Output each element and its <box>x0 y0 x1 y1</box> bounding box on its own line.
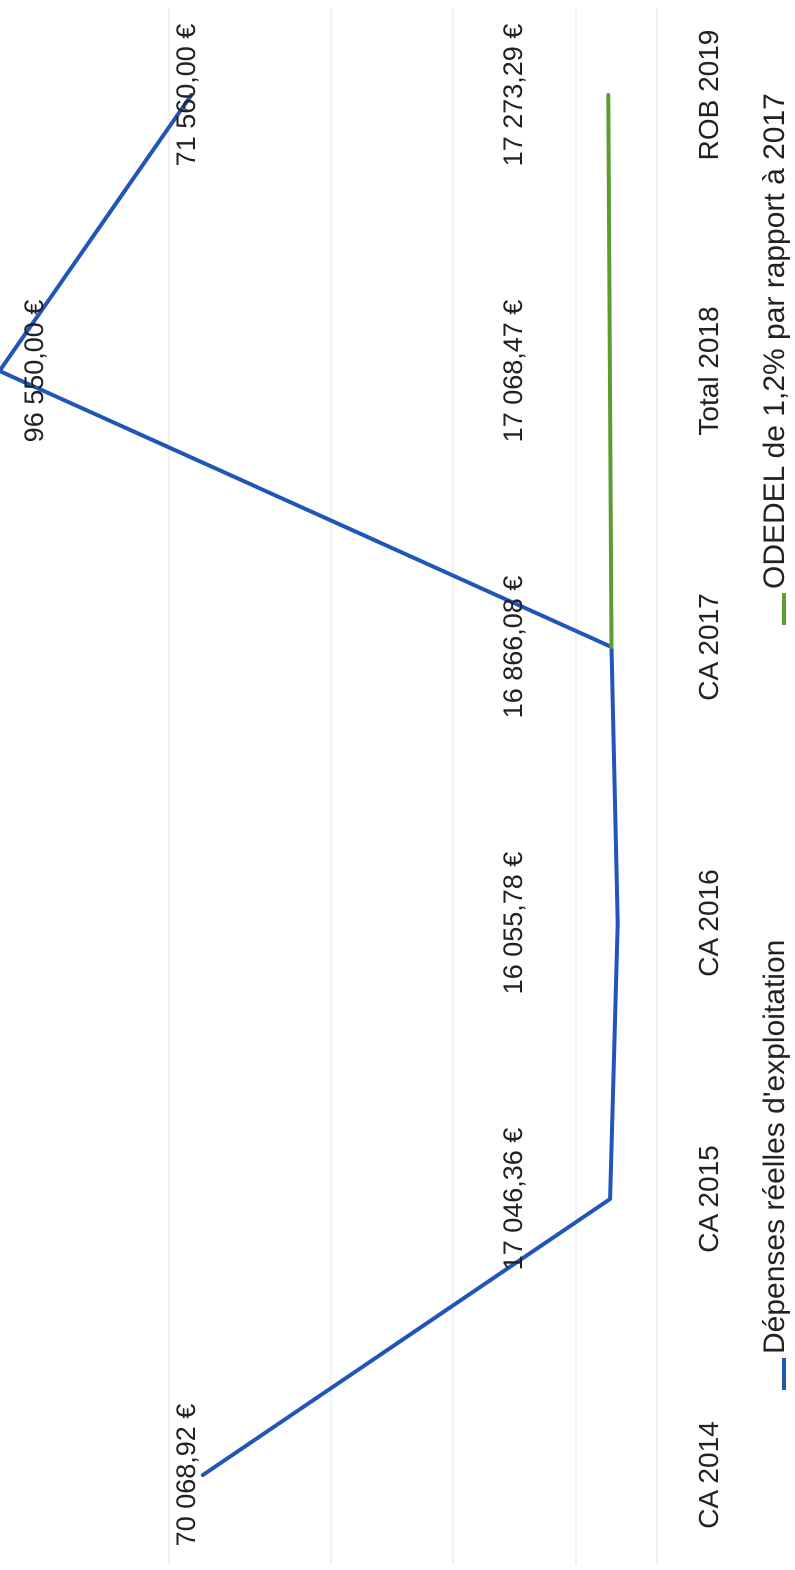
legend-label: Dépenses réelles d'exploitation <box>758 940 791 1354</box>
category-label: CA 2016 <box>693 869 724 976</box>
category-labels: CA 2014 CA 2015 CA 2016 CA 2017 Total 2018 RO… <box>693 30 724 1529</box>
series-line-1 <box>0 93 620 1477</box>
legend: Dépenses réelles d'exploitation ODEDEL de… <box>758 93 791 1390</box>
data-label: 16 055,78 € <box>498 852 528 995</box>
category-label: CA 2015 <box>693 1145 724 1252</box>
data-label: 17 273,29 € <box>498 24 528 167</box>
category-label: ROB 2019 <box>693 30 724 161</box>
legend-entry: Dépenses réelles d'exploitation <box>758 940 791 1390</box>
data-label: 96 550,00 € <box>19 300 49 443</box>
data-label: 17 046,36 € <box>498 1128 528 1271</box>
series-lines <box>0 93 620 1477</box>
category-label: Total 2018 <box>693 306 724 435</box>
gridlines <box>168 8 658 1565</box>
category-label: CA 2014 <box>693 1421 724 1528</box>
data-label: 16 866,08 € <box>498 576 528 719</box>
data-label: 71 560,00 € <box>171 24 201 167</box>
legend-entry: ODEDEL de 1,2% par rapport à 2017 <box>758 93 791 625</box>
data-label: 17 068,47 € <box>498 300 528 443</box>
category-label: CA 2017 <box>693 593 724 700</box>
data-labels: 70 068,92 € 17 046,36 € 16 055,78 € 16 866,… <box>19 24 528 1547</box>
legend-label: ODEDEL de 1,2% par rapport à 2017 <box>758 93 791 589</box>
data-label: 70 068,92 € <box>171 1404 201 1547</box>
